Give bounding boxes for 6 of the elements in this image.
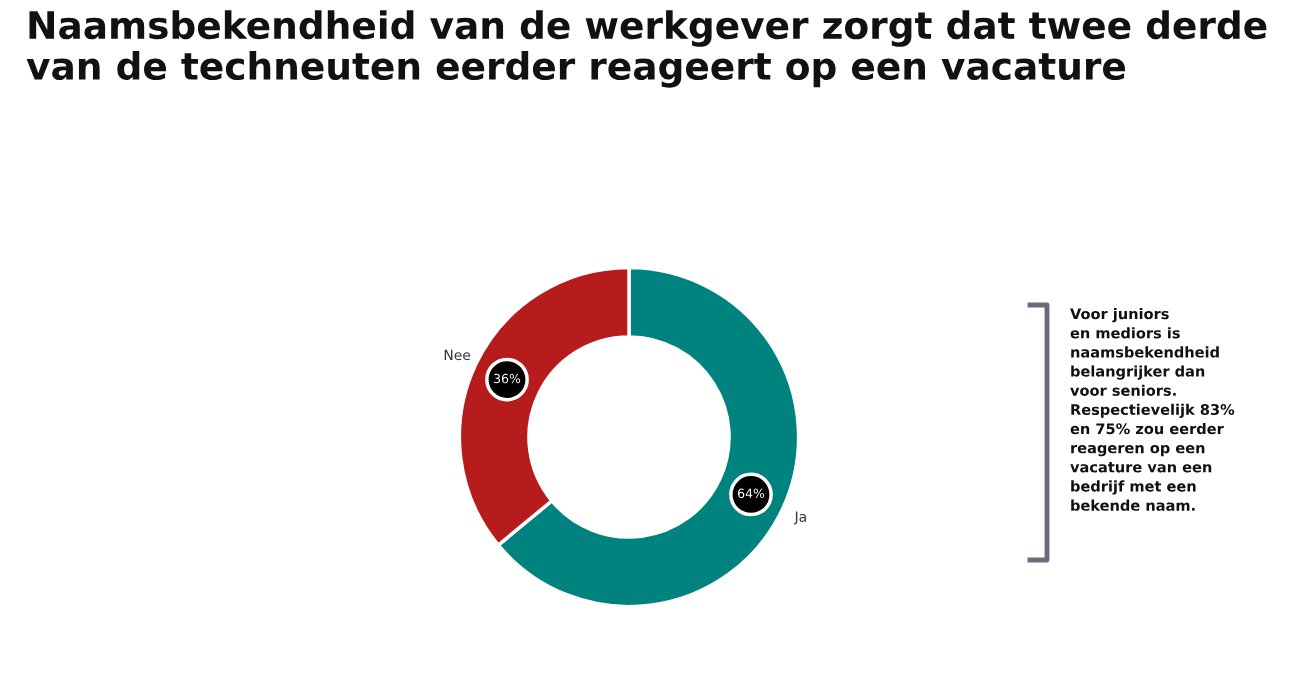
data-label: 36% bbox=[494, 373, 521, 384]
slice-label: Nee bbox=[444, 349, 471, 361]
slice-label: Ja bbox=[793, 511, 806, 525]
chart-title: Naamsbekendheid van de werkgever zorgt dat twee derde van de techneuten eerder reageert op een vacature bbox=[26, 10, 1267, 88]
text: Voor juniors en mediors is naamsbekendheid belangrijker dan voor seniors. Respectievelijk 83% en 75% zou eerder reageren op een vacature van een bedrijf met een bekende naam. bbox=[1070, 308, 1235, 511]
data-label: 64% bbox=[737, 488, 765, 499]
